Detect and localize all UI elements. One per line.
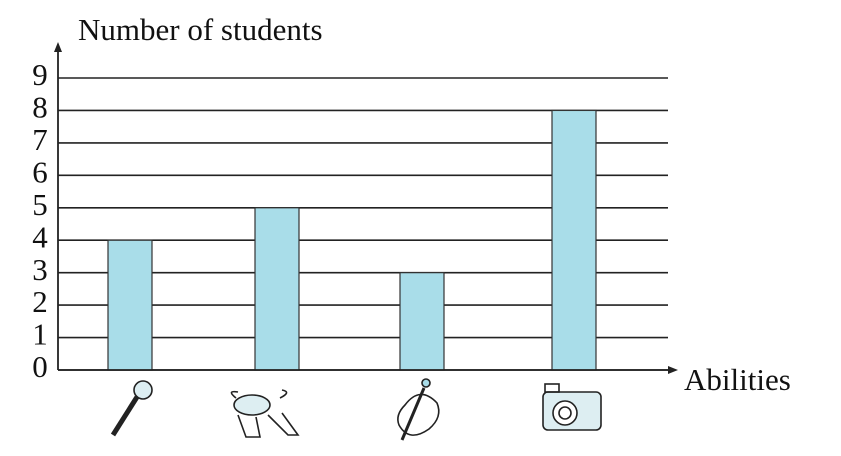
microphone-icon [110,380,153,437]
y-axis-label: Number of students [78,12,323,47]
bar [254,207,300,371]
icons [110,378,602,441]
y-tick-label: 4 [32,219,48,254]
y-tick-label: 8 [32,90,48,125]
bar [551,109,597,371]
ballet-shoes-icon [230,389,300,438]
bar [399,272,445,371]
y-tick-label: 1 [32,317,48,352]
y-tick-label: 3 [32,252,48,287]
x-axis-arrow [668,366,678,374]
y-tick-label: 5 [32,187,48,222]
bar [107,239,153,371]
y-tick-label: 6 [32,154,48,189]
palette-icon [397,378,440,441]
y-tick-label: 7 [32,122,48,157]
y-tick-label: 0 [32,349,48,384]
y-axis-arrow [54,42,62,52]
camera-icon [542,383,602,431]
x-axis-label: Abilities [684,362,791,397]
y-tick-label: 9 [32,57,48,92]
y-tick-label: 2 [32,284,48,319]
